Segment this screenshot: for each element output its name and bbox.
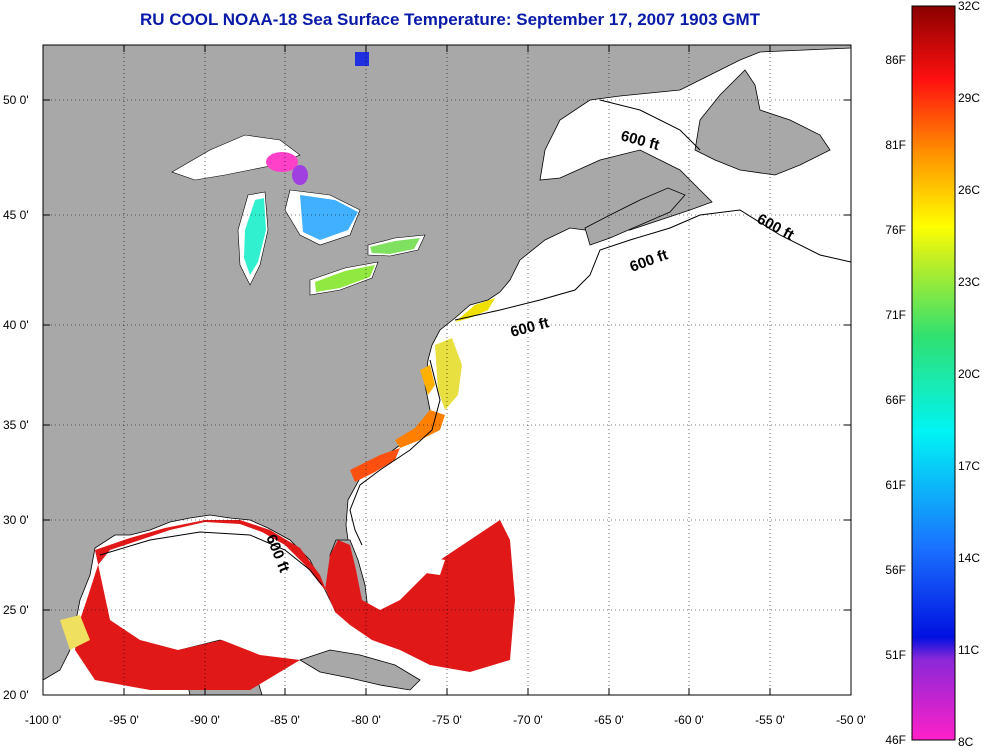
great-lakes [171,52,426,296]
isobath-600ft [99,99,851,586]
x-tick-label: -55 0' [755,713,785,727]
colorbar-f-label: 56F [885,563,906,577]
x-tick-label: -90 0' [190,713,220,727]
axis-ticks [42,45,852,696]
colorbar-c-label: 26C [958,183,980,197]
y-tick-label: 40 0' [3,318,29,332]
colorbar-c-label: 14C [958,551,980,565]
x-tick-label: -100 0' [25,713,61,727]
x-tick-label: -85 0' [270,713,300,727]
colorbar-f-label: 86F [885,53,906,67]
land-newfoundland [694,69,831,176]
colorbar-f-label: 61F [885,478,906,492]
x-tick-label: -65 0' [594,713,624,727]
coastal-sst [350,298,495,482]
colorbar-f-label: 46F [885,733,906,747]
x-tick-label: -75 0' [432,713,462,727]
x-tick-label: -95 0' [109,713,139,727]
y-tick-label: 50 0' [3,93,29,107]
land-cuba [299,649,421,691]
colorbar [911,5,956,741]
y-tick-label: 35 0' [3,418,29,432]
colorbar-c-label: 29C [958,91,980,105]
y-tick-label: 45 0' [3,208,29,222]
colorbar-f-label: 51F [885,648,906,662]
colorbar-c-label: 20C [958,367,980,381]
y-axis-labels: 50 0' 45 0' 40 0' 35 0' 30 0' 25 0' 20 0' [3,93,29,702]
x-tick-label: -60 0' [674,713,704,727]
graticule [43,45,851,695]
y-tick-label: 25 0' [3,603,29,617]
colorbar-c-label: 8C [958,735,974,749]
colorbar-f-labels: 86F 81F 76F 71F 66F 61F 56F 51F 46F [885,53,906,747]
colorbar-c-label: 17C [958,459,980,473]
y-tick-label: 30 0' [3,513,29,527]
x-tick-label: -50 0' [836,713,866,727]
x-tick-label: -70 0' [513,713,543,727]
map-title: RU COOL NOAA-18 Sea Surface Temperature:… [139,10,761,29]
colorbar-c-labels: 32C 29C 26C 23C 20C 17C 14C 11C 8C [958,0,980,749]
gulf-sst [60,520,515,690]
colorbar-f-label: 66F [885,393,906,407]
x-axis-labels: -100 0' -95 0' -90 0' -85 0' -80 0' -75 0' -70… [25,713,866,727]
x-tick-label: -80 0' [351,713,381,727]
colorbar-f-label: 71F [885,308,906,322]
colorbar-c-label: 23C [958,275,980,289]
colorbar-f-label: 76F [885,223,906,237]
land-nova-scotia [584,187,686,246]
y-tick-label: 20 0' [3,688,29,702]
colorbar-f-label: 81F [885,138,906,152]
colorbar-c-label: 32C [958,0,980,13]
colorbar-c-label: 11C [958,643,979,657]
